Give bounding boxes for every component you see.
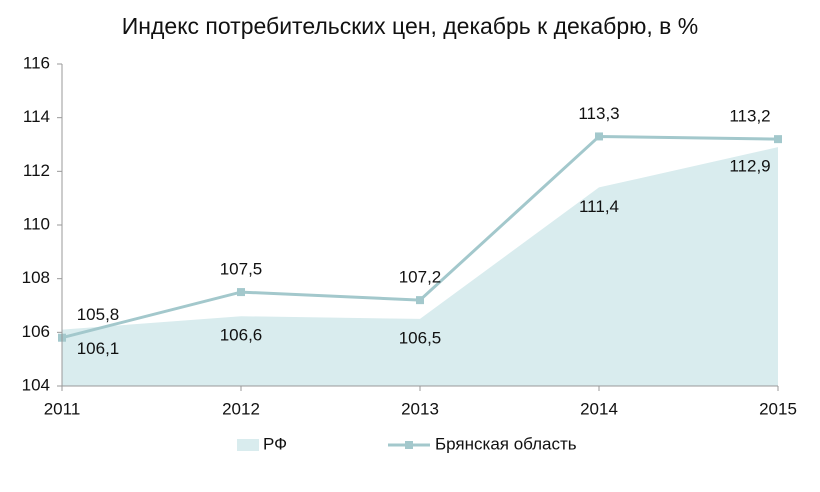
y-tick-label: 114 — [23, 107, 50, 126]
x-tick-label: 2012 — [222, 399, 260, 418]
y-tick-label: 108 — [22, 268, 50, 287]
marker — [416, 296, 424, 305]
data-label: 107,5 — [220, 260, 263, 279]
legend-swatch — [237, 439, 259, 451]
chart-title: Индекс потребительских цен, декабрь к де… — [122, 13, 698, 39]
data-label: 106,6 — [220, 326, 263, 345]
data-label: 113,3 — [578, 104, 619, 123]
y-tick-label: 116 — [23, 53, 50, 72]
data-label: 106,1 — [77, 339, 120, 358]
marker — [237, 288, 245, 297]
y-tick-label: 112 — [23, 161, 50, 180]
legend-label: РФ — [263, 434, 287, 453]
x-tick-label: 2015 — [759, 399, 797, 418]
data-label: 112,9 — [729, 157, 770, 176]
data-label: 106,5 — [399, 328, 442, 347]
legend-label: Брянская область — [435, 434, 577, 453]
data-label: 113,2 — [729, 107, 770, 126]
x-tick-label: 2011 — [44, 399, 81, 418]
data-label: 105,8 — [77, 305, 120, 324]
x-tick-label: 2014 — [580, 399, 618, 418]
marker — [595, 132, 603, 141]
y-tick-label: 104 — [22, 375, 50, 394]
data-label: 111,4 — [579, 197, 619, 216]
legend-marker — [405, 441, 413, 449]
marker — [774, 135, 782, 144]
x-tick-label: 2013 — [401, 399, 439, 418]
area — [62, 147, 778, 386]
y-tick-label: 106 — [22, 322, 50, 341]
y-tick-label: 110 — [23, 214, 50, 233]
data-label: 107,2 — [399, 268, 442, 287]
